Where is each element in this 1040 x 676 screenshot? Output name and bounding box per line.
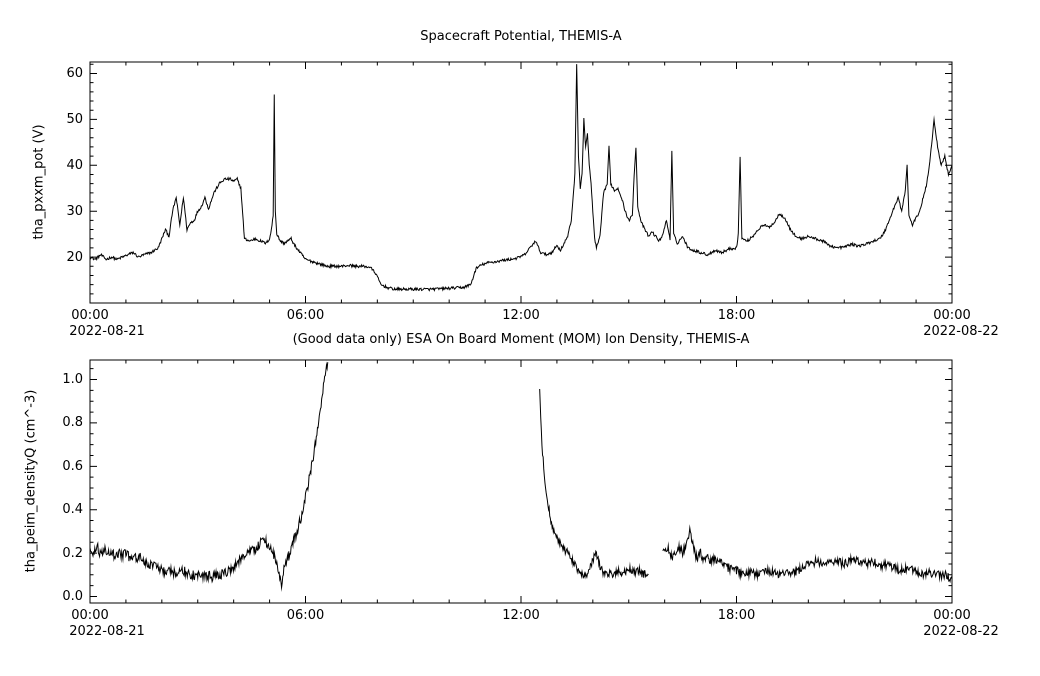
panel1-date-right: 2022-08-22	[923, 324, 999, 339]
panel1-title: Spacecraft Potential, THEMIS-A	[420, 29, 622, 44]
panel1-y-axis-label: tha_pxxm_pot (V)	[31, 124, 47, 240]
panel2-title: (Good data only) ESA On Board Moment (MO…	[292, 332, 750, 347]
panel1-date-left: 2022-08-21	[69, 324, 145, 339]
panel2-date-right: 2022-08-22	[923, 624, 999, 639]
panel2-y-axis-label: tha_peim_densityQ (cm^-3)	[23, 389, 39, 573]
panel2-date-left: 2022-08-21	[69, 624, 145, 639]
